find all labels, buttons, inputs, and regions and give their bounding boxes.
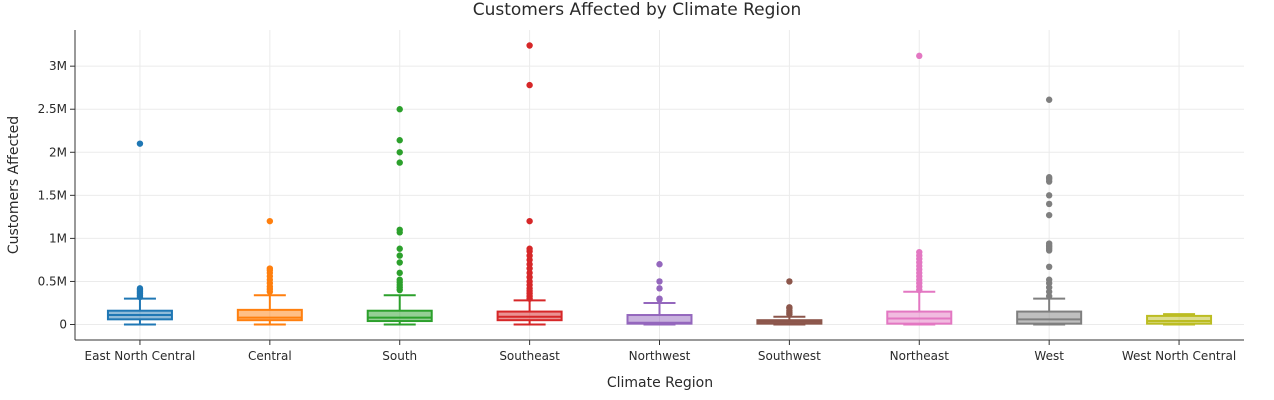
outlier-point bbox=[1045, 211, 1053, 219]
box-east-north-central bbox=[106, 140, 173, 326]
y-tick-label: 1M bbox=[49, 231, 67, 245]
outlier-point bbox=[656, 261, 663, 268]
outlier-point bbox=[1045, 96, 1053, 103]
box-iqr bbox=[236, 308, 303, 322]
outlier-point bbox=[1045, 192, 1053, 199]
outlier-point bbox=[526, 81, 533, 89]
box-northeast bbox=[886, 52, 953, 326]
x-tick-label: West North Central bbox=[1122, 349, 1236, 363]
outlier-point bbox=[396, 159, 403, 166]
outlier-point bbox=[396, 226, 403, 233]
box-southeast bbox=[496, 42, 563, 326]
x-tick-label: Northwest bbox=[629, 349, 691, 363]
outlier-point bbox=[786, 304, 793, 311]
outlier-point bbox=[916, 248, 923, 256]
chart-title: Customers Affected by Climate Region bbox=[473, 0, 802, 20]
x-tick-label: Southeast bbox=[499, 349, 560, 363]
outlier-point bbox=[1045, 200, 1053, 208]
box-iqr bbox=[366, 309, 433, 323]
x-tick-label: West bbox=[1034, 349, 1064, 363]
x-axis-title: Climate Region bbox=[607, 375, 713, 391]
outlier-point bbox=[526, 217, 533, 225]
outlier-point bbox=[266, 265, 274, 272]
y-tick-label: 1.5M bbox=[38, 188, 67, 202]
outlier-point bbox=[656, 295, 663, 302]
outlier-point bbox=[1045, 263, 1053, 271]
outlier-point bbox=[656, 278, 663, 285]
outlier-point bbox=[396, 276, 403, 283]
plot-area bbox=[106, 42, 1213, 326]
outlier-point bbox=[136, 140, 144, 147]
outlier-point bbox=[1045, 276, 1053, 283]
box-iqr bbox=[1016, 310, 1083, 325]
outlier-point bbox=[136, 285, 144, 292]
outlier-point bbox=[526, 42, 533, 49]
x-tick-label: Southwest bbox=[758, 349, 821, 363]
box-southwest bbox=[756, 278, 823, 326]
gridlines bbox=[75, 30, 1244, 340]
outlier-point bbox=[1045, 240, 1053, 247]
box-west-north-central bbox=[1146, 313, 1213, 326]
x-tick-label: Central bbox=[248, 349, 292, 363]
y-axis-title: Customers Affected bbox=[6, 116, 22, 254]
outlier-point bbox=[526, 245, 533, 252]
outlier-point bbox=[916, 52, 923, 60]
x-tick-label: Northeast bbox=[890, 349, 950, 363]
outlier-point bbox=[396, 245, 403, 252]
box-central bbox=[236, 217, 303, 326]
outlier-point bbox=[656, 285, 663, 292]
axes: 0 0.5M 1M 1.5M 2M 2.5M 3M East North Central Cen… bbox=[38, 30, 1244, 363]
outlier-point bbox=[786, 278, 793, 285]
x-tick-label: South bbox=[382, 349, 417, 363]
outlier-point bbox=[396, 149, 403, 156]
outlier-point bbox=[396, 269, 403, 277]
y-tick-label: 0 bbox=[59, 318, 67, 332]
box-west bbox=[1016, 96, 1083, 326]
box-south bbox=[366, 106, 433, 326]
outlier-point bbox=[266, 217, 274, 225]
box-northwest bbox=[626, 261, 693, 326]
x-tick-label: East North Central bbox=[85, 349, 196, 363]
y-tick-label: 2M bbox=[49, 145, 67, 159]
y-tick-label: 3M bbox=[49, 59, 67, 73]
outlier-point bbox=[396, 137, 403, 144]
outlier-point bbox=[396, 252, 403, 259]
outlier-point bbox=[1045, 174, 1053, 181]
y-tick-label: 2.5M bbox=[38, 102, 67, 116]
outlier-point bbox=[396, 106, 403, 113]
box-iqr bbox=[1146, 314, 1213, 325]
y-tick-label: 0.5M bbox=[38, 274, 67, 288]
outlier-point bbox=[396, 259, 403, 266]
